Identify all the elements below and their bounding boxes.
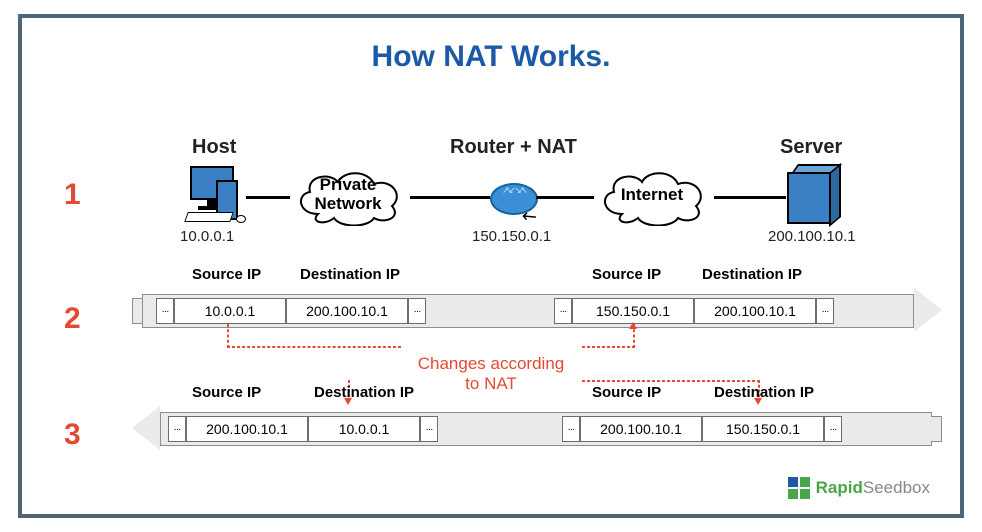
r2-left-dst-hdr: Destination IP — [300, 266, 400, 283]
logo-text-rest: Seedbox — [863, 478, 930, 498]
r2-left-src-hdr: Source IP — [192, 266, 261, 283]
logo-squares-icon — [788, 477, 810, 499]
nat-change-note: Changes according to NAT — [22, 354, 960, 395]
r2-dots2: ··· — [408, 298, 426, 324]
r3-right-dst: 150.150.0.1 — [702, 416, 824, 442]
wire-2 — [410, 196, 490, 199]
router-ip: 150.150.0.1 — [472, 228, 551, 245]
wire-1 — [246, 196, 290, 199]
r2-dots: ··· — [156, 298, 174, 324]
r3-right-src-hdr: Source IP — [592, 384, 661, 401]
wire-3 — [536, 196, 594, 199]
internet-cloud: Internet — [592, 164, 712, 226]
host-ip: 10.0.0.1 — [180, 228, 234, 245]
r2-right-src-hdr: Source IP — [592, 266, 661, 283]
host-icon — [190, 166, 246, 222]
row2-packet-arrow: ··· 10.0.0.1 200.100.10.1 ··· ··· 150.15… — [132, 288, 942, 332]
server-label: Server — [780, 136, 842, 159]
row-3-number: 3 — [64, 418, 81, 452]
r2-left-src: 10.0.0.1 — [174, 298, 286, 324]
r2-right-dst: 200.100.10.1 — [694, 298, 816, 324]
r3-left-dst-hdr: Destination IP — [314, 384, 414, 401]
server-icon — [787, 164, 837, 220]
rapidseedbox-logo: RapidSeedbox — [788, 476, 930, 500]
r3-left-src: 200.100.10.1 — [186, 416, 308, 442]
row3-packet-arrow: ··· 200.100.10.1 10.0.0.1 ··· ··· 200.10… — [132, 406, 942, 450]
private-network-cloud: Private Network — [288, 164, 408, 226]
row-2-number: 2 — [64, 302, 81, 336]
row-1-number: 1 — [64, 178, 81, 212]
r3-dots2: ··· — [420, 416, 438, 442]
logo-text-bold: Rapid — [816, 478, 863, 498]
r3-right-dst-hdr: Destination IP — [714, 384, 814, 401]
r2-dots4: ··· — [816, 298, 834, 324]
private-network-label: Private Network — [314, 176, 381, 213]
r3-dots4: ··· — [824, 416, 842, 442]
r3-dots3: ··· — [562, 416, 580, 442]
r3-left-dst: 10.0.0.1 — [308, 416, 420, 442]
internet-label: Internet — [621, 186, 683, 205]
r3-right-src: 200.100.10.1 — [580, 416, 702, 442]
diagram-frame: How NAT Works. 1 2 3 Host 10.0.0.1 Priva… — [18, 14, 964, 518]
host-label: Host — [192, 136, 236, 159]
diagram-title: How NAT Works. — [22, 40, 960, 74]
r2-right-src: 150.150.0.1 — [572, 298, 694, 324]
r2-dots3: ··· — [554, 298, 572, 324]
wire-4 — [714, 196, 786, 199]
r3-left-src-hdr: Source IP — [192, 384, 261, 401]
router-label: Router + NAT — [450, 136, 577, 159]
r3-dots: ··· — [168, 416, 186, 442]
r2-right-dst-hdr: Destination IP — [702, 266, 802, 283]
server-ip: 200.100.10.1 — [768, 228, 856, 245]
r2-left-dst: 200.100.10.1 — [286, 298, 408, 324]
